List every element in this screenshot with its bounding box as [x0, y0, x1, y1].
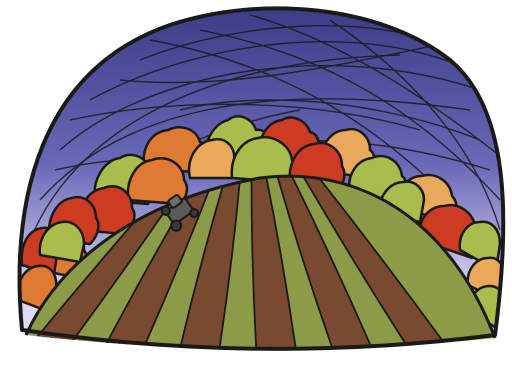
soil-row [250, 176, 300, 350]
tree-orange [126, 157, 189, 206]
soil-row [286, 176, 466, 350]
soil-row [268, 176, 383, 350]
tree-line [19, 115, 504, 332]
soil-row [173, 176, 244, 350]
field-outline [24, 174, 497, 339]
dome-outline [17, 6, 506, 351]
tractor-icon [160, 194, 200, 232]
tree-green [38, 220, 86, 264]
